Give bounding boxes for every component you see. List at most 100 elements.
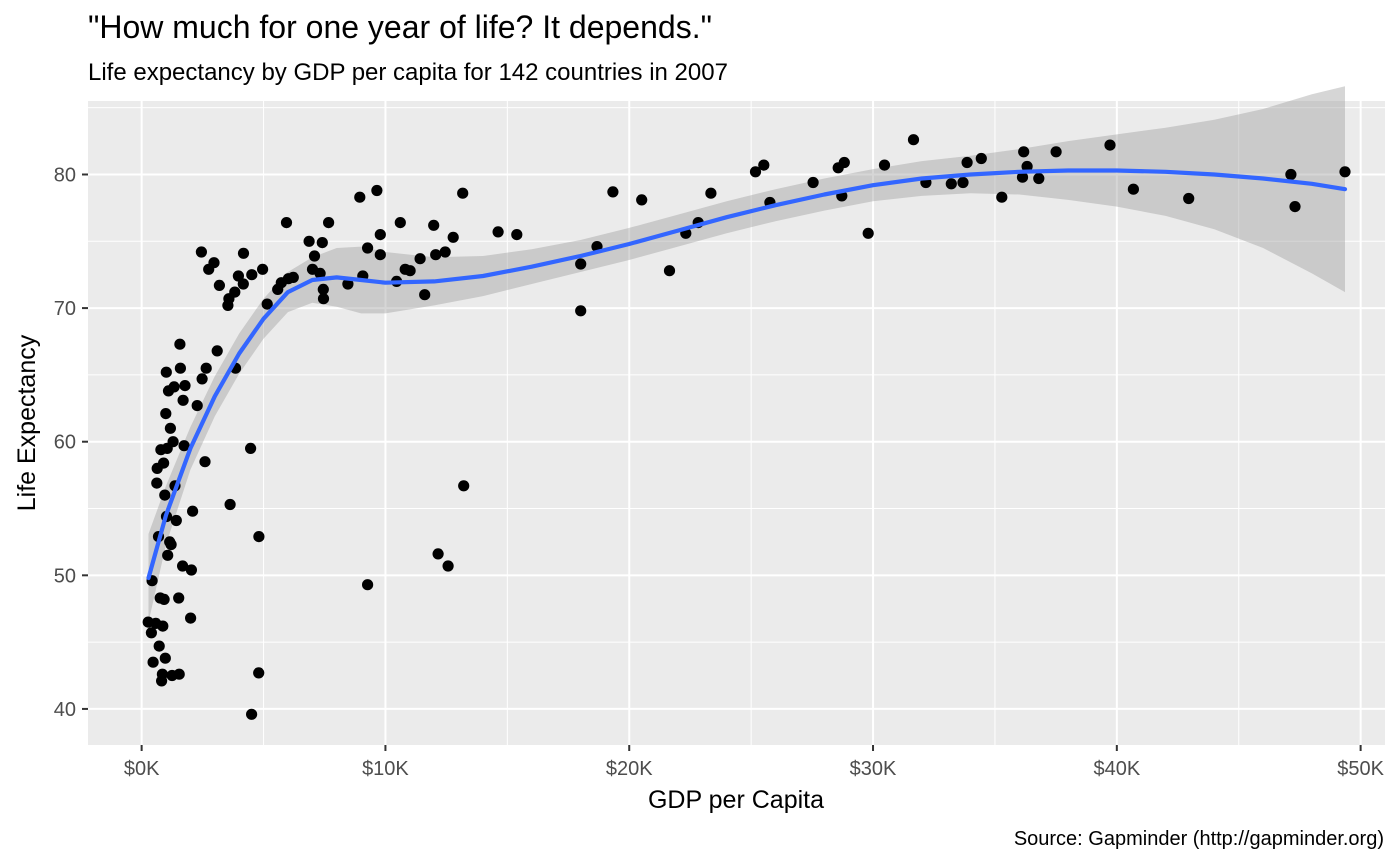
data-point — [807, 176, 819, 189]
data-point — [371, 184, 383, 197]
data-point — [1021, 160, 1033, 173]
data-point — [237, 278, 249, 290]
data-point — [419, 289, 431, 301]
data-point — [199, 456, 211, 468]
data-point — [1285, 168, 1297, 181]
data-point — [439, 246, 451, 258]
data-point — [1127, 183, 1139, 195]
y-tick-label: 70 — [54, 298, 76, 320]
data-point — [428, 219, 440, 231]
data-point — [157, 620, 169, 632]
data-point — [179, 380, 191, 392]
data-point — [200, 362, 212, 374]
data-point — [430, 249, 442, 261]
data-point — [362, 242, 374, 254]
data-point — [996, 191, 1008, 203]
y-tick-label: 40 — [54, 699, 76, 721]
x-tick-label: $50K — [1337, 758, 1384, 780]
data-point — [404, 265, 416, 277]
data-point — [178, 440, 190, 452]
data-point — [749, 166, 762, 178]
data-point — [187, 505, 199, 517]
y-axis: 40 50 60 70 80 — [54, 164, 88, 721]
data-point — [164, 422, 176, 434]
data-point — [145, 627, 157, 639]
major-gridlines — [88, 101, 1385, 745]
data-point — [374, 229, 386, 241]
data-point — [607, 186, 619, 198]
y-tick-label: 60 — [54, 432, 76, 454]
x-axis: $0K $10K $20K $30K $40K $50K — [124, 745, 1385, 780]
data-point — [354, 191, 366, 203]
confidence-band — [148, 86, 1345, 623]
data-point — [961, 156, 973, 169]
x-axis-title: GDP per Capita — [648, 786, 824, 814]
data-point — [1033, 172, 1045, 185]
data-point — [158, 593, 170, 606]
data-point — [229, 286, 241, 298]
data-point — [153, 640, 165, 652]
data-point — [663, 265, 676, 277]
x-tick-label: $40K — [1093, 758, 1140, 780]
data-point — [213, 279, 225, 291]
data-point — [208, 257, 220, 269]
data-point — [308, 250, 321, 262]
data-point — [1050, 146, 1062, 158]
data-point — [162, 549, 174, 561]
x-tick-label: $30K — [850, 758, 897, 780]
data-point — [191, 400, 203, 412]
data-point — [878, 159, 891, 171]
y-tick-label: 50 — [54, 565, 76, 587]
chart-title: "How much for one year of life? It depen… — [88, 9, 712, 45]
data-point — [975, 152, 987, 165]
plot-panel — [88, 101, 1385, 745]
data-point — [165, 539, 177, 551]
data-point — [195, 246, 207, 258]
data-point — [253, 667, 265, 679]
data-point — [705, 187, 717, 199]
data-point — [168, 381, 180, 393]
data-point — [374, 249, 386, 261]
data-point — [173, 668, 185, 680]
data-point — [160, 408, 172, 420]
data-point — [185, 612, 197, 624]
y-axis-title: Life Expectancy — [13, 334, 41, 511]
data-point — [1339, 166, 1351, 178]
data-point — [432, 548, 444, 560]
data-point — [758, 159, 770, 171]
data-point — [1016, 171, 1029, 183]
data-point — [257, 263, 269, 275]
data-point — [159, 489, 171, 501]
data-point — [287, 271, 299, 283]
x-tick-label: $10K — [362, 758, 409, 780]
data-point — [211, 345, 223, 357]
data-point — [147, 656, 159, 668]
data-point — [492, 226, 504, 238]
data-point — [838, 156, 850, 169]
data-point — [160, 366, 172, 378]
data-point — [177, 394, 189, 406]
data-point — [945, 178, 957, 190]
chart-subtitle: Life expectancy by GDP per capita for 14… — [88, 59, 728, 86]
data-point — [303, 235, 315, 247]
x-tick-label: $0K — [124, 758, 160, 780]
data-point — [1289, 201, 1301, 213]
data-point — [253, 531, 265, 543]
data-point — [170, 514, 182, 527]
data-point — [156, 668, 168, 680]
data-point — [246, 708, 258, 720]
data-point — [575, 258, 587, 270]
data-point — [317, 283, 329, 295]
data-point — [237, 247, 250, 259]
data-point — [394, 217, 406, 229]
data-point — [1104, 139, 1116, 151]
data-point — [442, 560, 454, 572]
data-point — [907, 134, 920, 146]
data-point — [174, 338, 186, 350]
data-point — [246, 269, 258, 281]
data-point — [173, 592, 185, 604]
data-point — [174, 362, 186, 374]
data-point — [151, 477, 163, 489]
data-point — [185, 564, 197, 576]
